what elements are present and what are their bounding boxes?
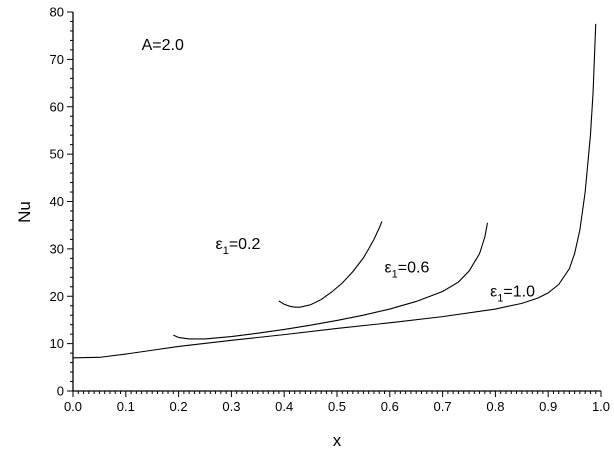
x-tick-label: 0.8 — [486, 399, 504, 414]
x-tick-label: 0.5 — [328, 399, 346, 414]
x-tick-label: 1.0 — [592, 399, 610, 414]
x-tick-label: 0.2 — [170, 399, 188, 414]
series-label-1: ε1=0.2 — [216, 236, 261, 257]
y-tick-label: 60 — [50, 99, 64, 114]
series-label-2: ε1=0.6 — [385, 260, 430, 281]
y-tick-label: 0 — [57, 384, 64, 399]
x-axis-title: x — [333, 431, 342, 450]
y-tick-label: 70 — [50, 52, 64, 67]
y-axis-title: Nu — [15, 201, 34, 223]
y-tick-label: 20 — [50, 289, 64, 304]
x-tick-label: 0.6 — [381, 399, 399, 414]
y-tick-label: 80 — [50, 5, 64, 20]
series-curve-3 — [72, 23, 597, 359]
y-tick-label: 30 — [50, 241, 64, 256]
x-tick-label: 0.4 — [275, 399, 293, 414]
y-tick-label: 40 — [50, 194, 64, 209]
x-tick-label: 0.1 — [117, 399, 135, 414]
series-curve-1 — [278, 221, 383, 308]
series-curve-2 — [173, 222, 489, 340]
series-label-3: ε1=1.0 — [490, 283, 535, 304]
chart-annotation: A=2.0 — [142, 37, 184, 54]
y-tick-label: 10 — [50, 336, 64, 351]
x-tick-label: 0.3 — [222, 399, 240, 414]
x-tick-label: 0.0 — [64, 399, 82, 414]
plot-area: ε1=0.2 ε1=0.6 ε1=1.0 A=2.0 — [72, 23, 597, 359]
axes: 0.0 0.1 0.2 0.3 0.4 0.5 0.6 0.7 0.8 0.9 1.0 0 10 20 30… — [50, 5, 611, 415]
y-tick-label: 50 — [50, 147, 64, 162]
x-tick-label: 0.7 — [434, 399, 452, 414]
x-tick-label: 0.9 — [539, 399, 557, 414]
